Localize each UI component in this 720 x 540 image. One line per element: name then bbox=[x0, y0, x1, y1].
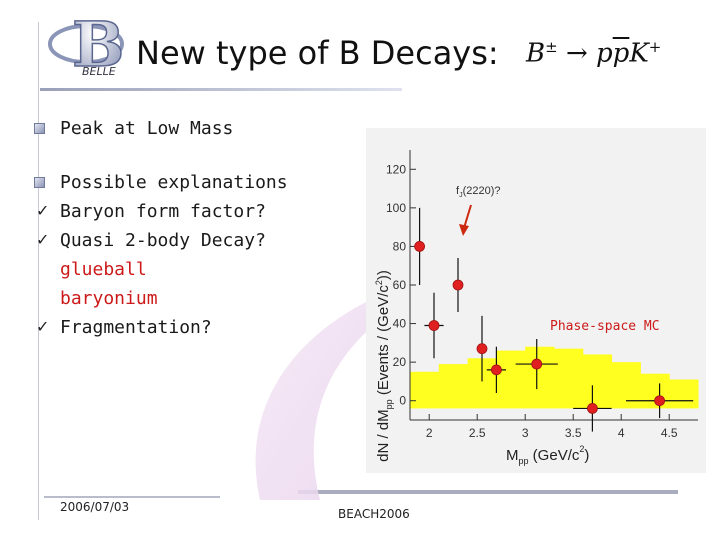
bullet-possible: Possible explanations bbox=[60, 172, 288, 193]
title-underline bbox=[40, 88, 402, 91]
bullet-fragmentation: Fragmentation? bbox=[60, 317, 212, 338]
mc-bin bbox=[554, 348, 584, 409]
bullet-baryonium: baryonium bbox=[60, 288, 158, 309]
mc-annotation: Phase-space MC bbox=[550, 319, 660, 334]
belle-logo: B BELLE bbox=[48, 8, 125, 82]
mc-bin bbox=[525, 346, 555, 409]
square-bullet-icon bbox=[34, 123, 45, 134]
plot-background bbox=[366, 128, 706, 473]
data-point bbox=[531, 358, 543, 370]
mc-bin bbox=[582, 354, 613, 409]
x-tick-label: 4.5 bbox=[661, 426, 678, 440]
mc-bin bbox=[611, 362, 641, 409]
data-points bbox=[414, 207, 694, 432]
bullet-quasi: Quasi 2-body Decay? bbox=[60, 230, 266, 251]
data-point bbox=[414, 241, 425, 252]
peak-arrowhead bbox=[459, 224, 469, 236]
y-tick-label: 0 bbox=[399, 394, 406, 408]
y-tick-label: 60 bbox=[393, 278, 407, 292]
checkmark-icon: ✓ bbox=[36, 201, 50, 220]
decay-formula: B± → ppK+ bbox=[526, 38, 662, 69]
footer-rule-right bbox=[298, 490, 678, 494]
x-tick-label: 2.5 bbox=[469, 426, 486, 440]
data-point bbox=[428, 320, 440, 331]
decorative-swoosh bbox=[255, 300, 380, 500]
data-point bbox=[452, 279, 464, 291]
plot-axes: 2 2.5 3 3.5 4 4.5 0 20 40 60 80 100 120 bbox=[386, 150, 698, 440]
data-point bbox=[586, 403, 598, 414]
x-tick-label: 3 bbox=[522, 426, 529, 440]
mc-histogram bbox=[410, 346, 699, 409]
x-tick-label: 3.5 bbox=[565, 426, 582, 440]
bullet-peak: Peak at Low Mass bbox=[60, 118, 234, 139]
mc-bin bbox=[438, 364, 469, 409]
x-tick-label: 2 bbox=[426, 426, 433, 440]
y-tick-label: 80 bbox=[393, 239, 407, 253]
checkmark-icon: ✓ bbox=[36, 317, 50, 336]
y-tick-label: 40 bbox=[393, 317, 407, 331]
peak-annotation: fJ(2220)? bbox=[456, 185, 500, 199]
bullet-baryon: Baryon form factor? bbox=[60, 201, 266, 222]
logo-letter: B bbox=[72, 8, 124, 81]
mass-spectrum-plot: 2 2.5 3 3.5 4 4.5 0 20 40 60 80 100 120 dN / dMpp (E… bbox=[374, 150, 699, 466]
x-tick-label: 4 bbox=[618, 426, 625, 440]
mc-bin bbox=[496, 350, 526, 409]
square-bullet-icon bbox=[34, 177, 45, 188]
x-axis-label: Mpp (GeV/c2) bbox=[506, 444, 589, 466]
data-point bbox=[490, 364, 502, 376]
data-point bbox=[476, 343, 488, 355]
bullet-glueball: glueball bbox=[60, 259, 147, 280]
y-tick-label: 20 bbox=[393, 355, 407, 369]
footer-date: 2006/07/03 bbox=[60, 500, 130, 514]
checkmark-icon: ✓ bbox=[36, 230, 50, 249]
left-rule bbox=[38, 22, 39, 520]
y-tick-label: 100 bbox=[386, 201, 406, 215]
peak-arrow bbox=[463, 204, 472, 229]
slide-title: New type of B Decays: bbox=[136, 34, 499, 72]
data-point bbox=[654, 395, 666, 407]
y-tick-label: 120 bbox=[386, 162, 406, 176]
footer-rule-left bbox=[44, 496, 220, 498]
mc-bin bbox=[669, 379, 699, 409]
logo-text: BELLE bbox=[82, 65, 116, 78]
mc-bin bbox=[410, 371, 440, 409]
y-axis-label: dN / dMpp (Events / (GeV/c2)) bbox=[374, 270, 394, 462]
footer-conference: BEACH2006 bbox=[338, 507, 410, 521]
